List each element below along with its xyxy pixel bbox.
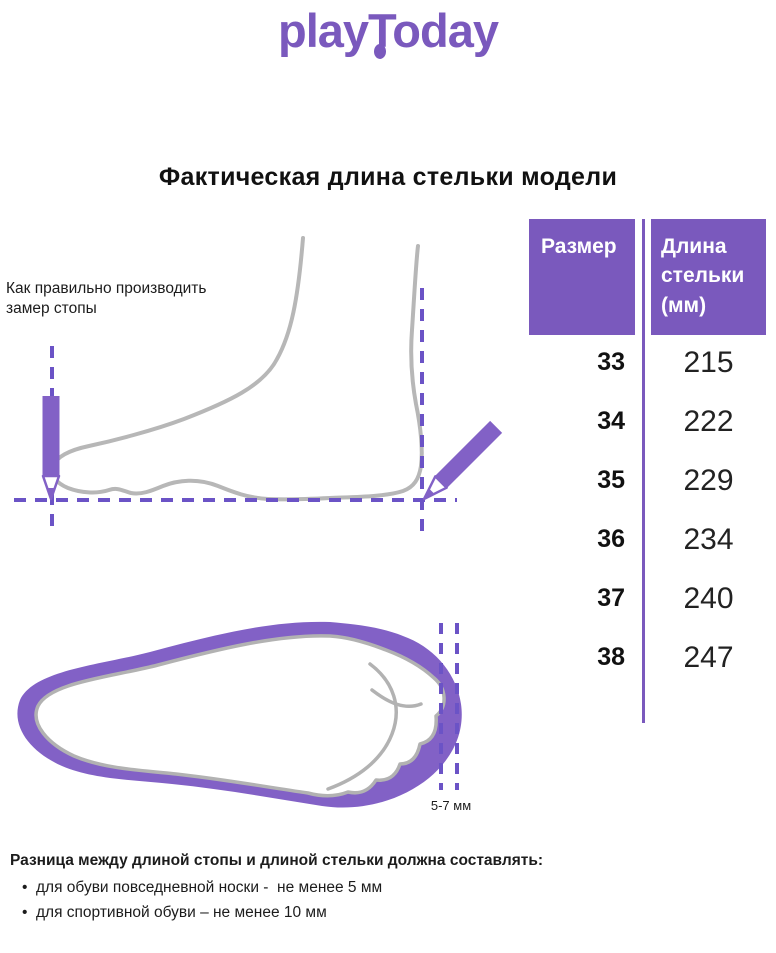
footprint-shape [34,634,446,798]
gap-measurement-label: 5-7 мм [430,798,472,813]
page-title: Фактическая длина стельки модели [158,163,618,191]
table-row: 36 234 [529,510,766,569]
table-row: 37 240 [529,569,766,628]
size-cell: 35 [597,466,625,494]
pencil-icon [41,396,61,501]
foot-profile-outline [50,236,424,502]
size-cell: 33 [597,348,625,376]
size-cell: 38 [597,643,625,671]
list-item: • для обуви повседневной носки - не мене… [22,878,570,898]
bullet-icon: • [22,904,28,922]
table-header-size: Размер [529,219,635,335]
bullet-icon: • [22,879,28,896]
footnote-bullet: для спортивной обуви – не менее 10 мм [36,904,327,922]
footnote-heading: Разница между длиной стопы и длиной стел… [10,852,544,869]
footnote-bullet: для обуви повседневной носки - не менее … [36,879,383,896]
measure-note: Как правильно производить замер стопы [6,280,207,318]
table-row: 33 215 [529,333,766,392]
length-cell: 234 [683,522,734,556]
length-cell: 215 [683,345,734,379]
logo-text: playToday [278,4,499,57]
table-row: 35 229 [529,451,766,510]
table-header-length: Длина стельки (мм) [651,219,766,335]
table-row: 34 222 [529,392,766,451]
size-cell: 37 [597,584,625,612]
table-row: 38 247 [529,628,766,687]
logo: playToday [0,2,776,60]
length-cell: 240 [683,581,734,615]
footprint-diagram [17,621,462,808]
list-item: • для спортивной обуви – не менее 10 мм [22,903,570,923]
table-separator [642,219,645,723]
length-cell: 222 [683,404,734,438]
footnote: Разница между длиной стопы и длиной стел… [10,852,570,928]
foot-side-view-diagram [14,236,503,533]
size-cell: 36 [597,525,625,553]
toe-crease-line [326,662,398,791]
length-cell: 229 [683,463,734,497]
pencil-icon [422,420,503,501]
logo-dot-icon [373,44,386,59]
big-toe-crease-line [370,688,423,709]
size-cell: 34 [597,407,625,435]
table-rows: 33 215 34 222 35 229 36 234 37 240 38 24… [529,333,766,687]
length-cell: 247 [683,640,734,674]
